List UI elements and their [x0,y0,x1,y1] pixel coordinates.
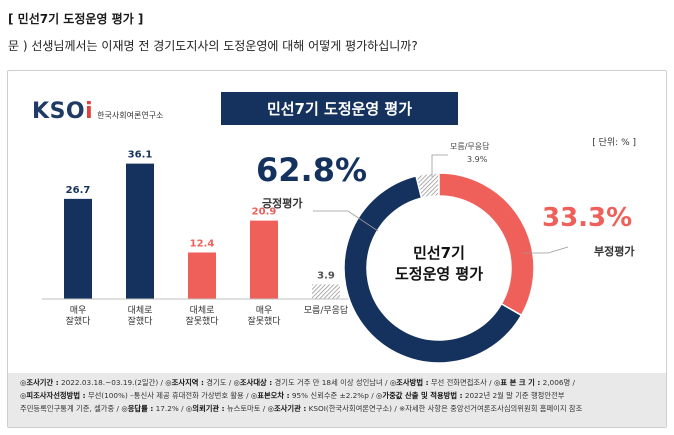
bar-category-label-4: 모름/무응답 [304,304,348,316]
survey-heading: [ 민선7기 도정운영 평가 ] [8,12,144,26]
footnote-key: ◎표 본 크 기 : [493,378,541,387]
footnote-value: 95% 신뢰수준 ±2.2%p / [289,391,376,400]
footnote-key: ◎조사지역 : [165,378,204,387]
bar-value-label-0: 26.7 [66,185,91,196]
footnote-key: ◎표본오차 : [250,391,290,400]
footnote-key: ◎조사대상 : [233,378,273,387]
positive-leader-line [313,210,379,232]
bar-value-label-1: 36.1 [128,150,153,161]
footnote-line-2: ◎피조사자선정방법 : 무선(100%) –통신사 제공 휴대전화 가상번호 활… [20,389,654,402]
ksoi-logo: KSOi 한국사회여론연구소 [32,99,163,124]
footnote-key: ◎조사기간 : [20,378,59,387]
footnote-value: 2022년 2월 말 기준 행정안전부 [462,391,565,400]
footnote-value: 17.2% / [153,404,186,413]
bar-4 [312,284,340,299]
footnote-value: 뉴스토마토 / [224,404,268,413]
dk-leader-line [431,154,448,177]
footnote-line-3: 주민등록인구통계 기준, 셀가중 / ◎응답률 : 17.2% / ◎의뢰기관 … [20,402,654,415]
survey-footnote: ◎조사기간 : 2022.03.18.~03.19.(2일간) / ◎조사지역 … [8,373,666,427]
donut-center-label: 민선7기 도정운영 평가 [394,244,484,283]
bar-category-label-3: 매우 잘못했다 [247,305,281,327]
bar-2 [188,252,216,299]
chart-canvas: 26.7 매우 잘했다 36.1 대체로 잘했다 12.4 대체로 잘못했다 20.9 매우 잘못했다… [42,150,569,364]
footnote-value: 무선(100%) –통신사 제공 휴대전화 가상번호 활용 / [85,391,251,400]
bar-0 [64,198,92,299]
unit-label: [ 단위: % ] [592,138,636,148]
negative-leader-line [523,246,569,254]
donut-slice-0 [343,174,523,364]
logo-subtitle: 한국사회여론연구소 [97,111,164,120]
footnote-value: 경기도 / [203,378,234,387]
footnote-key: ◎가중값 산출 및 적용방법 : [375,391,463,400]
footnote-key: ◎응답률 : [121,404,154,413]
footnote-value: KSOI(한국사회여론연구소) / ※자세한 사항은 중앙선거여론조사심의위원회… [306,404,583,413]
footnote-value: 경기도 거주 만 18세 이상 성인남녀 / [272,378,390,387]
survey-question: 문 ) 선생님께서는 이재명 전 경기도지사의 도정운영에 대해 어떻게 평가하… [8,39,418,53]
chart-card: KSOi 한국사회여론연구소 민선7기 도정운영 평가 [ 단위: % ] 26… [7,70,667,428]
footnote-key: ◎의뢰기관 : [185,404,225,413]
footnote-key: ◎피조사자선정방법 : [20,391,86,400]
bar-category-label-2: 대체로 잘못했다 [185,305,219,327]
donut-chart [313,154,569,364]
bar-value-label-2: 12.4 [190,239,215,250]
dk-label: 모름/무응답 [450,142,490,151]
positive-total: 62.8% [256,151,368,189]
bar-category-label-1: 대체로 잘했다 [128,305,154,327]
footnote-value: 2,006명 / [540,378,575,387]
bar-3 [250,220,278,299]
footnote-line-1: ◎조사기간 : 2022.03.18.~03.19.(2일간) / ◎조사지역 … [20,376,654,389]
chart-title: 민선7기 도정운영 평가 [221,92,458,125]
positive-label: 긍정평가 [262,197,303,210]
footnote-key: ◎조사기관 : [267,404,307,413]
bar-chart: 26.7 매우 잘했다 36.1 대체로 잘했다 12.4 대체로 잘못했다 20.9 매우 잘못했다… [42,150,358,327]
footnote-value: 주민등록인구통계 기준, 셀가중 / [20,404,122,413]
footnote-value: 무선 전화면접조사 / [428,378,494,387]
logo-mark: KSOi [32,99,94,124]
dk-value: 3.9% [467,155,488,164]
bar-value-label-3: 20.9 [252,207,277,218]
bar-1 [126,163,154,299]
footnote-key: ◎조사방법 : [389,378,429,387]
negative-total: 33.3% [542,203,633,233]
bar-category-label-0: 매우 잘했다 [66,305,92,327]
bar-value-label-4: 3.9 [317,270,335,281]
footnote-value: 2022.03.18.~03.19.(2일간) / [58,378,166,387]
negative-label: 부정평가 [594,245,635,258]
